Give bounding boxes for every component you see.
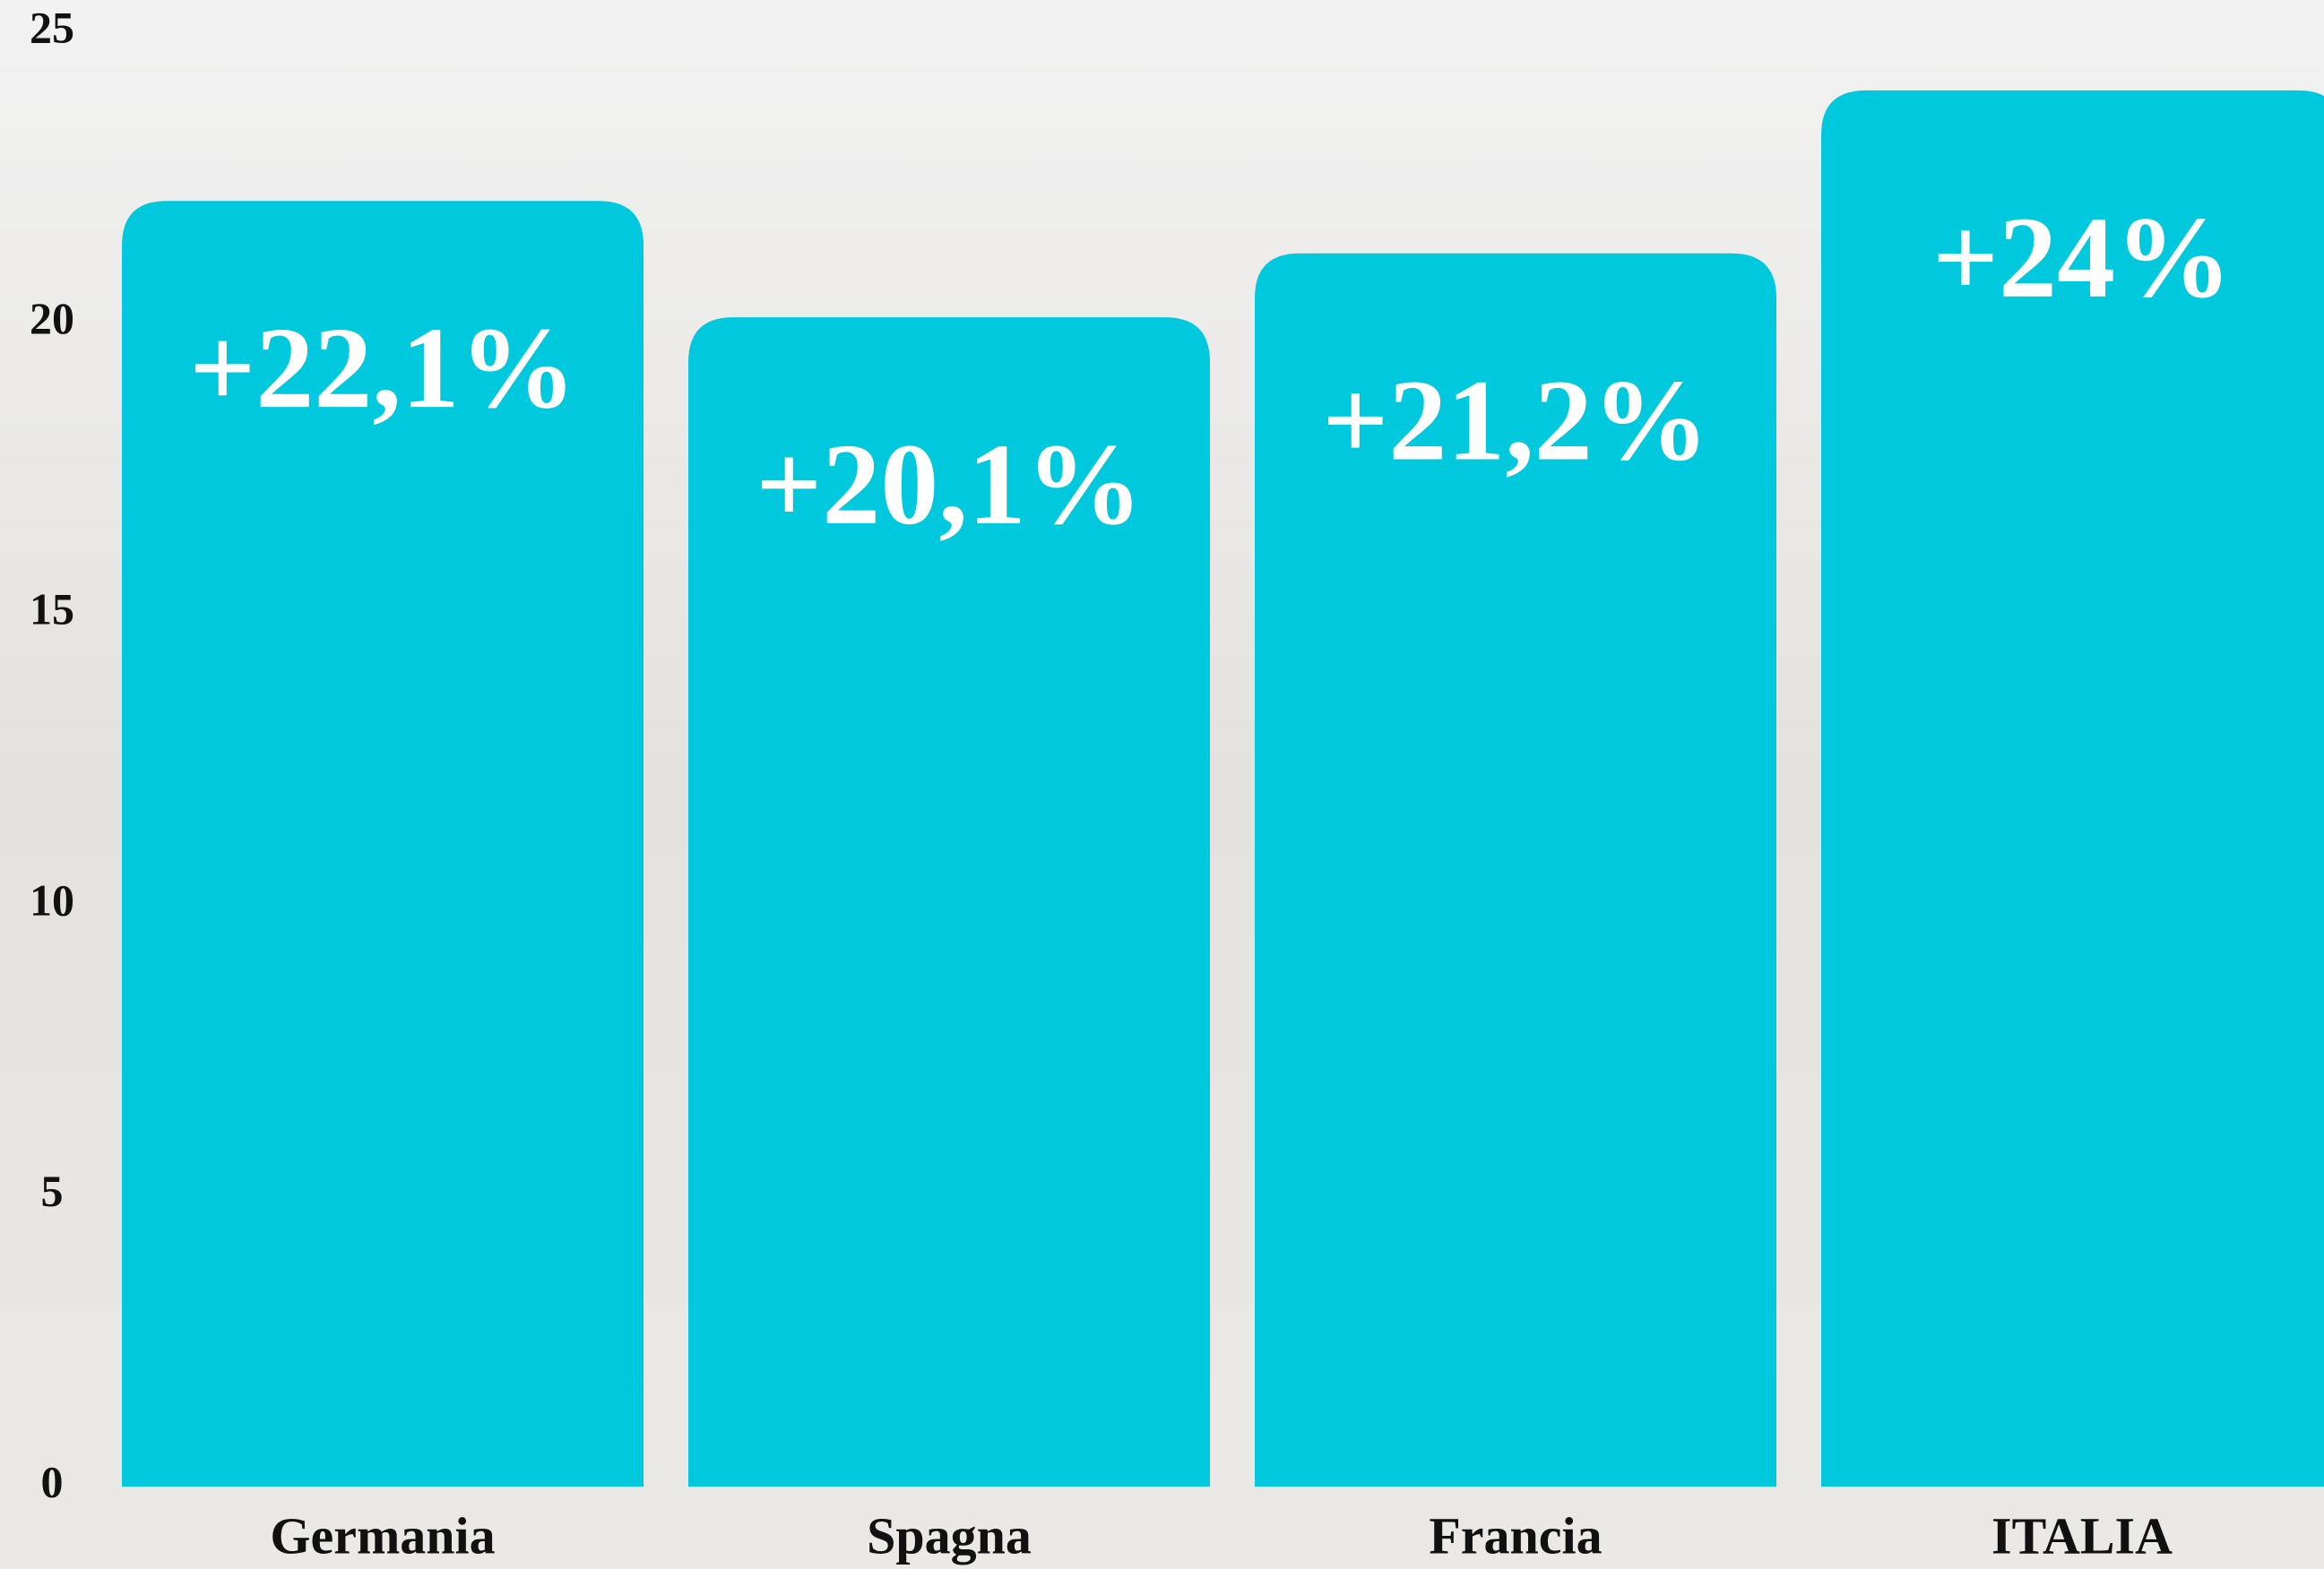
x-tick-label: Germania: [270, 1506, 495, 1565]
y-tick-label: 5: [41, 1166, 64, 1216]
value-label: +22,1%: [189, 304, 576, 433]
x-tick-label: Spagna: [867, 1506, 1032, 1565]
bar: [122, 201, 644, 1487]
y-tick-label: 10: [30, 875, 74, 925]
x-tick-label: Francia: [1429, 1506, 1602, 1565]
bar: [688, 317, 1210, 1487]
value-label: +21,2%: [1322, 357, 1709, 486]
y-tick-label: 20: [30, 293, 74, 343]
value-label: +20,1%: [756, 420, 1143, 549]
y-tick-label: 25: [30, 2, 74, 52]
bar: [1255, 253, 1776, 1487]
bar: [1821, 90, 2324, 1487]
y-tick-label: 15: [30, 584, 74, 634]
x-tick-label: ITALIA: [1991, 1506, 2173, 1565]
y-tick-label: 0: [41, 1456, 64, 1506]
value-label: +24%: [1932, 194, 2232, 323]
